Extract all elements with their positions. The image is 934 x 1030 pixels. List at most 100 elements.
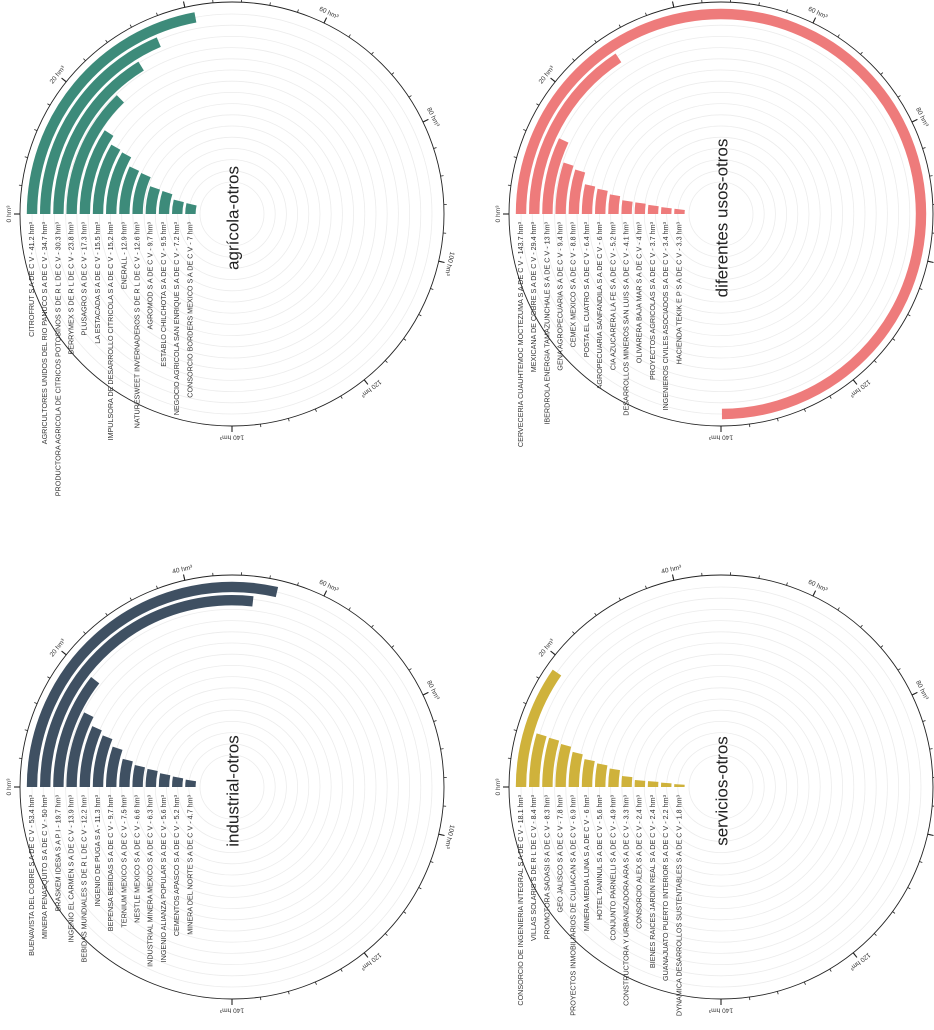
axis-tick-label: 80 hm³ [425,680,441,702]
bar-label: INGENIO EL CARMEN S A DE C V - 13.9 hm³ [67,794,76,942]
bar-mark [145,768,158,788]
bar-mark [647,204,659,215]
bar-label: PRODUCTORA AGRICOLA DE CITRICOS POTOSINO… [53,221,62,496]
panel-title: servicios-otros [712,736,731,846]
axis-major-tick [927,833,934,837]
axis-minor-tick [371,624,374,628]
axis-minor-tick [929,748,933,750]
axis-minor-tick [786,9,788,13]
bar-mark [515,8,927,420]
grid-ring [188,170,276,258]
axis-minor-tick [288,991,290,995]
bar-mark [53,676,100,788]
axis-minor-tick [803,981,806,985]
axis-minor-tick [340,395,343,399]
bar-label: BEBIDAS MUNDIALES S DE R L DE C V - 12.2… [80,794,89,962]
bar-label: MEXICANA DE COBRE S A DE C V - 29.4 hm³ [529,221,538,372]
axis-minor-tick [430,861,434,863]
bar-mark [581,184,596,215]
axis-minor-tick [340,968,343,972]
bar-mark [568,751,583,788]
axis-minor-tick [829,395,832,399]
axis-minor-tick [391,645,395,648]
axis-minor-tick [873,360,877,363]
bar-mark [608,768,621,788]
bar-label: AGRICULTORES UNIDOS DEL RIO PANUCO S A D… [40,221,49,444]
axis-major-tick [812,17,817,24]
bar-label: CEMEX MEXICO S A DE C V - 8.8 hm³ [569,221,578,347]
axis-tick-label: 20 hm³ [538,637,557,658]
axis-minor-tick [892,338,896,341]
axis-minor-tick [513,729,517,731]
bar-mark [119,166,140,215]
bar-label: ENERALL - 12.9 hm³ [119,221,128,289]
axis-minor-tick [645,585,647,589]
axis-minor-tick [83,631,86,635]
grid-ring [643,709,799,865]
grid-ring [42,24,422,404]
axis-minor-tick [24,156,28,158]
bar-label: GUANAJUATO PUERTO INTERIOR S A DE C V - … [661,794,670,981]
bar-label: CONSTRUCTORA Y URBANIZADORA ARA S A DE C… [622,794,631,1005]
grid-ring [655,721,788,854]
grid-ring [677,743,765,831]
axis-minor-tick [572,631,575,635]
axis-minor-tick [929,175,933,177]
axis-minor-tick [440,748,444,750]
axis-minor-tick [433,147,437,149]
axis-minor-tick [860,51,863,55]
axis-major-tick [812,590,817,597]
bar-label: PROYECTOS INMOBILIARIOS DE CULIACAN S A … [569,794,578,1015]
bar-label: NATURESWEET INVERNADEROS S DE R L DE C V… [133,221,142,428]
grid-ring [121,103,343,325]
axis-minor-tick [758,2,760,6]
bar-mark [581,759,595,788]
axis-major-tick [550,650,556,656]
axis-minor-tick [919,288,923,290]
axis-minor-tick [758,575,760,579]
axis-major-tick [550,77,556,83]
bar-mark [595,763,608,788]
grid-ring [165,721,298,854]
grid-ring [110,92,354,336]
bar-mark [185,203,197,215]
axis-minor-tick [618,597,621,601]
bar-label: OLIVARERA BAJA MAR S A DE C V - 4 hm³ [635,221,644,363]
axis-tick-label: 0 hm³ [6,205,13,223]
bar-label: INDUSTRIAL MINERA MEXICO S A DE C V - 6.… [146,794,155,966]
grid-ring [53,609,411,966]
bar-label: DYNAMICA DESARROLLOS SUSTENTABLES S A DE… [674,794,683,1016]
axis-minor-tick [897,95,901,98]
bar-mark [92,144,121,215]
bar-mark [172,776,184,788]
axis-major-tick [422,691,429,696]
axis-minor-tick [873,933,877,936]
bar-mark [185,779,197,788]
axis-minor-tick [645,12,647,16]
bar-mark [158,190,173,215]
panel-title: industrial-otros [223,735,242,847]
bar-label: INGENIO ALIANZA POPULAR S A DE C V - 5.6… [159,794,168,962]
axis-minor-tick [403,338,407,341]
bar-mark [555,162,574,215]
grid-ring [632,125,810,303]
axis-tick-label: 60 hm³ [807,6,829,22]
axis-minor-tick [156,12,158,16]
axis-minor-tick [371,51,374,55]
grid-ring [576,69,866,359]
bar-mark [529,733,547,788]
bar-mark [608,194,621,215]
axis-minor-tick [897,668,901,671]
axis-minor-tick [269,575,271,579]
axis-tick-label: 40 hm³ [172,564,194,576]
axis-tick-label: 140 hm³ [219,1006,244,1013]
axis-major-tick [911,118,918,123]
bar-mark [53,61,144,215]
bar-mark [40,37,161,215]
bar-mark [529,53,622,215]
axis-minor-tick [433,720,437,722]
bar-mark [595,188,608,215]
grid-ring [688,754,754,820]
